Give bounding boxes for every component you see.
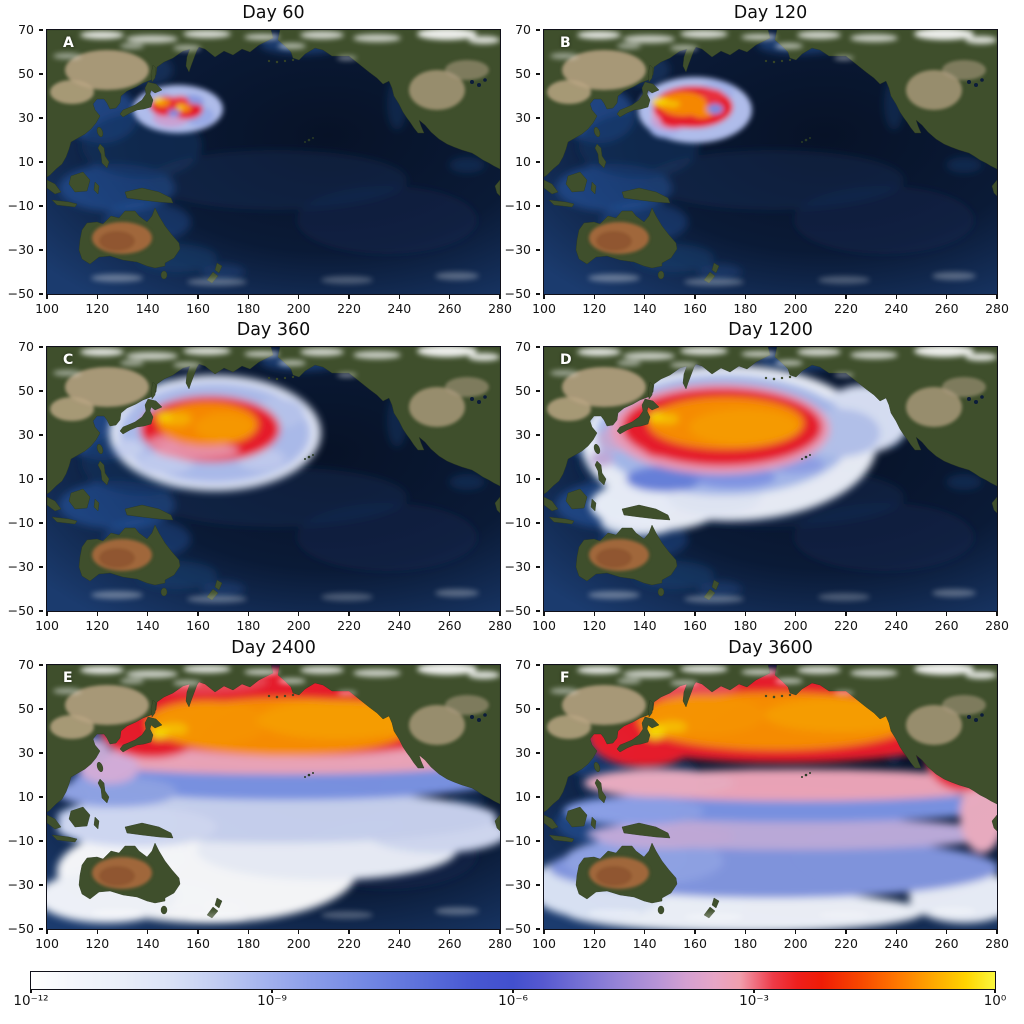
x-axis-ticks: 100 120 140 160 180 200 220 240 260 280 (35, 294, 512, 318)
plume-day-360 (109, 375, 321, 491)
x-axis-ticks: 100 120 140 160 180 200 220 240 260 280 (532, 294, 1009, 318)
panel-day-360: Day 360 70 50 30 10 −10 −30 −50 100 120 140 160 18… (8, 320, 512, 633)
y-axis-ticks: 70 50 30 10 −10 −30 −50 (0, 22, 43, 301)
map-day-60: A (46, 29, 501, 295)
y-axis-ticks: 70 50 30 10 −10 −30 −50 (494, 22, 540, 301)
x-axis-ticks: 100 120 140 160 180 200 220 240 260 280 (35, 611, 512, 635)
panel-title: Day 120 (733, 3, 808, 23)
panel-letter: C (63, 352, 74, 368)
plume-day-60 (133, 85, 223, 133)
panel-title: Day 2400 (231, 638, 316, 658)
map-day-120: B (543, 29, 998, 295)
panel-title: Day 3600 (728, 638, 813, 658)
y-axis-ticks: 70 50 30 10 −10 −30 −50 (494, 657, 540, 936)
panel-day-3600: Day 3600 70 50 30 10 −10 −30 −50 100 120 140 160 1… (505, 638, 1009, 951)
panel-title: Day 360 (236, 320, 311, 340)
x-axis-ticks: 100 120 140 160 180 200 220 240 260 280 (35, 929, 512, 953)
colorbar-labels: 10⁻¹² 10⁻⁹ 10⁻⁶ 10⁻³ 10⁰ (13, 989, 1006, 1018)
map-day-3600: F (543, 664, 998, 930)
colorbar (30, 971, 996, 990)
x-axis-ticks: 100 120 140 160 180 200 220 240 260 280 (532, 929, 1009, 953)
panel-day-60: Day 60 70 50 30 10 −10 −30 −50 100 120 140 160 180… (8, 3, 512, 316)
panel-day-1200: Day 1200 70 50 30 10 −10 −30 −50 100 120 140 160 1… (505, 320, 1009, 633)
x-axis-ticks: 100 120 140 160 180 200 220 240 260 280 (532, 611, 1009, 635)
panel-title: Day 60 (242, 3, 305, 23)
map-day-1200: D (543, 346, 998, 612)
map-day-2400: E (46, 664, 501, 930)
panel-letter: F (560, 670, 571, 686)
panel-letter: A (63, 35, 75, 51)
y-axis-ticks: 70 50 30 10 −10 −30 −50 (494, 339, 540, 618)
map-day-360: C (46, 346, 501, 612)
y-axis-ticks: 70 50 30 10 −10 −30 −50 (0, 657, 43, 936)
plume-day-120 (638, 77, 752, 143)
panel-letter: B (560, 35, 572, 51)
panel-letter: D (560, 352, 573, 368)
panel-title: Day 1200 (728, 320, 813, 340)
panel-day-120: Day 120 70 50 30 10 −10 −30 −50 100 120 140 160 18… (505, 3, 1009, 316)
panel-day-2400: Day 2400 70 50 30 10 −10 −30 −50 100 120 140 160 1… (8, 638, 512, 951)
y-axis-ticks: 70 50 30 10 −10 −30 −50 (0, 339, 43, 618)
panel-letter: E (63, 670, 74, 686)
